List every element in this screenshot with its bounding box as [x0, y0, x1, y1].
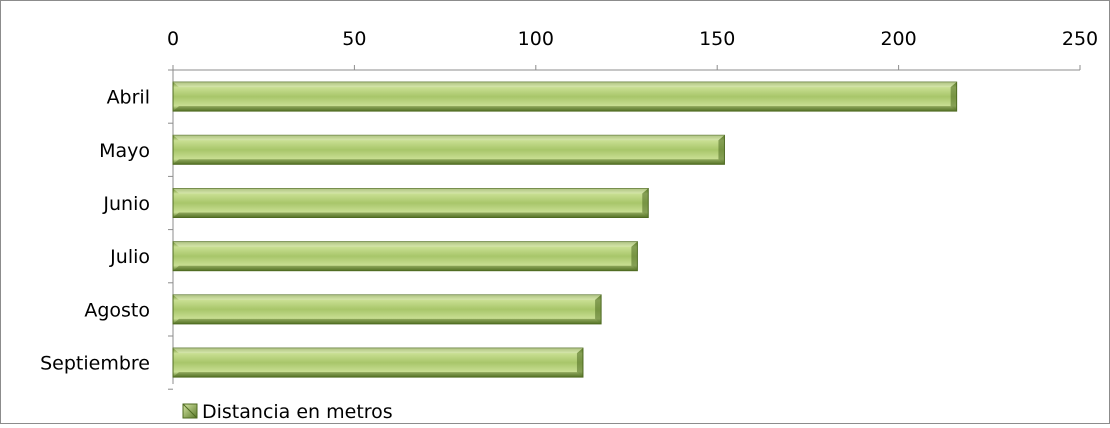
bar	[173, 82, 957, 111]
bar	[173, 348, 583, 377]
bar-bevel-right	[595, 295, 601, 324]
bar-bevel-top	[173, 295, 601, 300]
legend: Distancia en metros	[183, 401, 393, 423]
x-tick-label: 250	[1062, 28, 1098, 50]
x-tick-label: 150	[699, 28, 735, 50]
bar-bevel-bottom	[173, 372, 583, 377]
bar-bevel-right	[642, 189, 648, 218]
bar-bevel-bottom	[173, 319, 601, 324]
bar-bevel-top	[173, 242, 637, 247]
bar	[173, 295, 601, 324]
bar-bevel-right	[951, 82, 957, 111]
bar-bevel-top	[173, 135, 724, 140]
bar-bevel-top	[173, 189, 648, 194]
category-label: Mayo	[99, 140, 150, 162]
bar-bevel-right	[631, 242, 637, 271]
category-label: Abril	[107, 87, 150, 109]
bar-bevel-bottom	[173, 106, 957, 111]
category-label: Agosto	[84, 299, 150, 321]
x-tick-label: 0	[167, 28, 179, 50]
bar-bevel-bottom	[173, 266, 637, 271]
bar-bevel-top	[173, 348, 583, 353]
bar	[173, 242, 637, 271]
bar	[173, 189, 648, 218]
bar-bevel-right	[577, 348, 583, 377]
category-label: Junio	[102, 193, 150, 215]
category-label: Septiembre	[40, 353, 150, 375]
x-tick-label: 50	[342, 28, 366, 50]
bar-bevel-bottom	[173, 213, 648, 218]
bar	[173, 135, 724, 164]
bar-bevel-top	[173, 82, 957, 87]
legend-label: Distancia en metros	[202, 401, 393, 423]
bar-bevel-bottom	[173, 159, 724, 164]
x-tick-label: 100	[518, 28, 554, 50]
bar-bevel-right	[718, 135, 724, 164]
category-label: Julio	[109, 246, 150, 268]
x-tick-label: 200	[880, 28, 916, 50]
